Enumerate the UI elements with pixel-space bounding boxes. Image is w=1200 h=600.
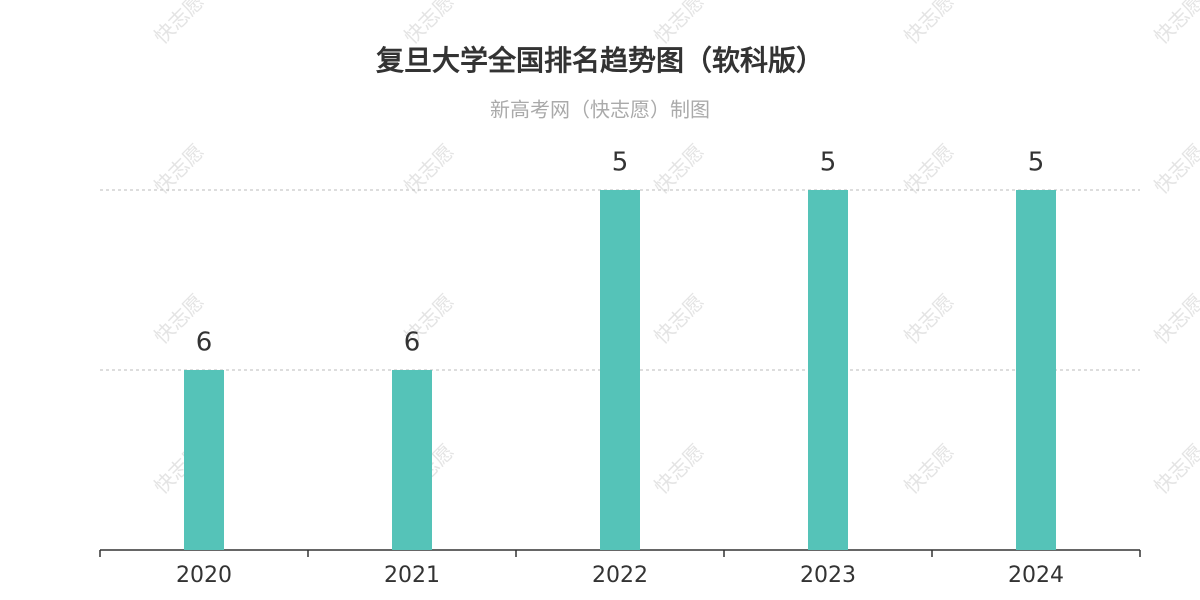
bar (392, 370, 432, 550)
chart-title: 复旦大学全国排名趋势图（软科版） (376, 44, 824, 77)
x-tick-label: 2022 (592, 563, 648, 588)
watermark: 快志愿 (649, 439, 708, 498)
bar (600, 190, 640, 550)
x-tick-label: 2020 (176, 563, 232, 588)
x-tick-label: 2024 (1008, 563, 1064, 588)
data-label: 5 (820, 148, 837, 178)
watermark: 快志愿 (649, 289, 708, 348)
bar (1016, 190, 1056, 550)
bar (808, 190, 848, 550)
x-tick-label: 2021 (384, 563, 440, 588)
chart-subtitle: 新高考网（快志愿）制图 (490, 98, 710, 122)
watermark: 快志愿 (1149, 289, 1200, 348)
data-label: 6 (404, 328, 421, 358)
watermark: 快志愿 (899, 289, 958, 348)
watermark: 快志愿 (149, 0, 208, 49)
watermark: 快志愿 (649, 0, 708, 49)
watermark: 快志愿 (899, 0, 958, 49)
data-label: 5 (612, 148, 629, 178)
data-label: 5 (1028, 148, 1045, 178)
watermark: 快志愿 (1149, 139, 1200, 198)
x-tick-label: 2023 (800, 563, 856, 588)
watermark: 快志愿 (899, 439, 958, 498)
watermark: 快志愿 (399, 0, 458, 49)
bar (184, 370, 224, 550)
watermark: 快志愿 (1149, 0, 1200, 49)
watermark: 快志愿 (1149, 439, 1200, 498)
data-label: 6 (196, 328, 213, 358)
